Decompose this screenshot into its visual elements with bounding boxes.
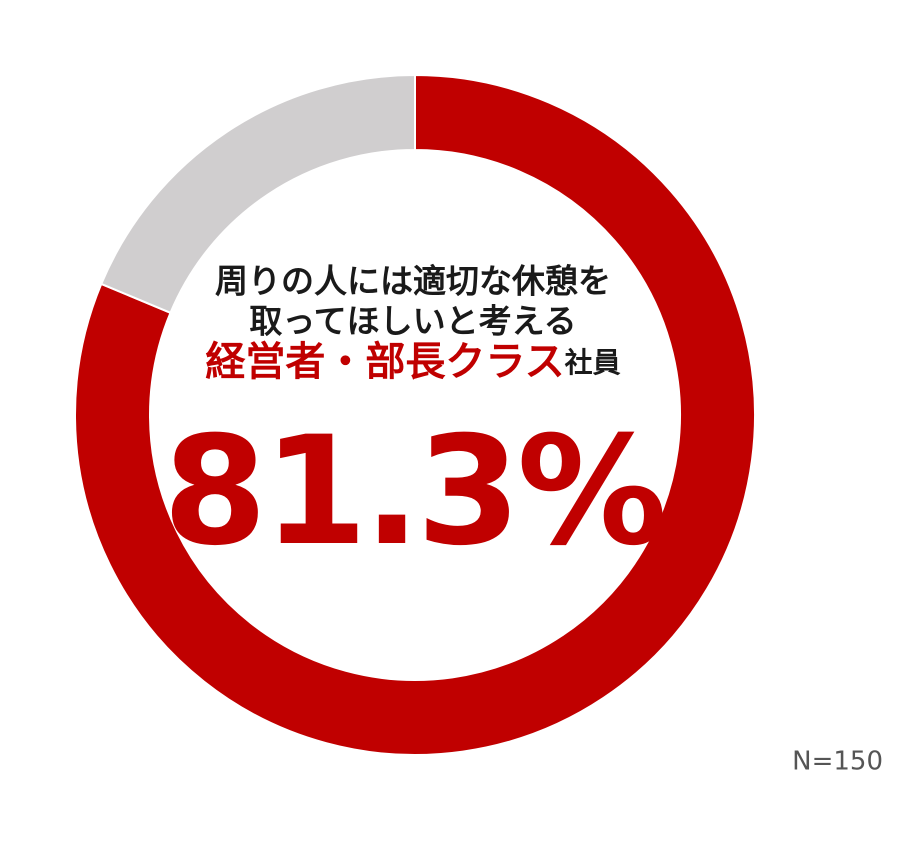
donut-slice — [99, 73, 416, 315]
heading-line: 取ってほしいと考える — [249, 302, 576, 341]
donut-slice — [74, 73, 756, 756]
donut — [74, 73, 756, 756]
subject: 社員 — [565, 346, 621, 379]
highlight: 経営者・部長クラス — [205, 339, 564, 385]
heading-line: 周りの人には適切な休憩を — [215, 262, 611, 301]
value-label: 81.3% — [163, 405, 663, 579]
sample-size: N=150 — [792, 747, 883, 777]
heading-line: 経営者・部長クラス社員 — [205, 339, 620, 385]
